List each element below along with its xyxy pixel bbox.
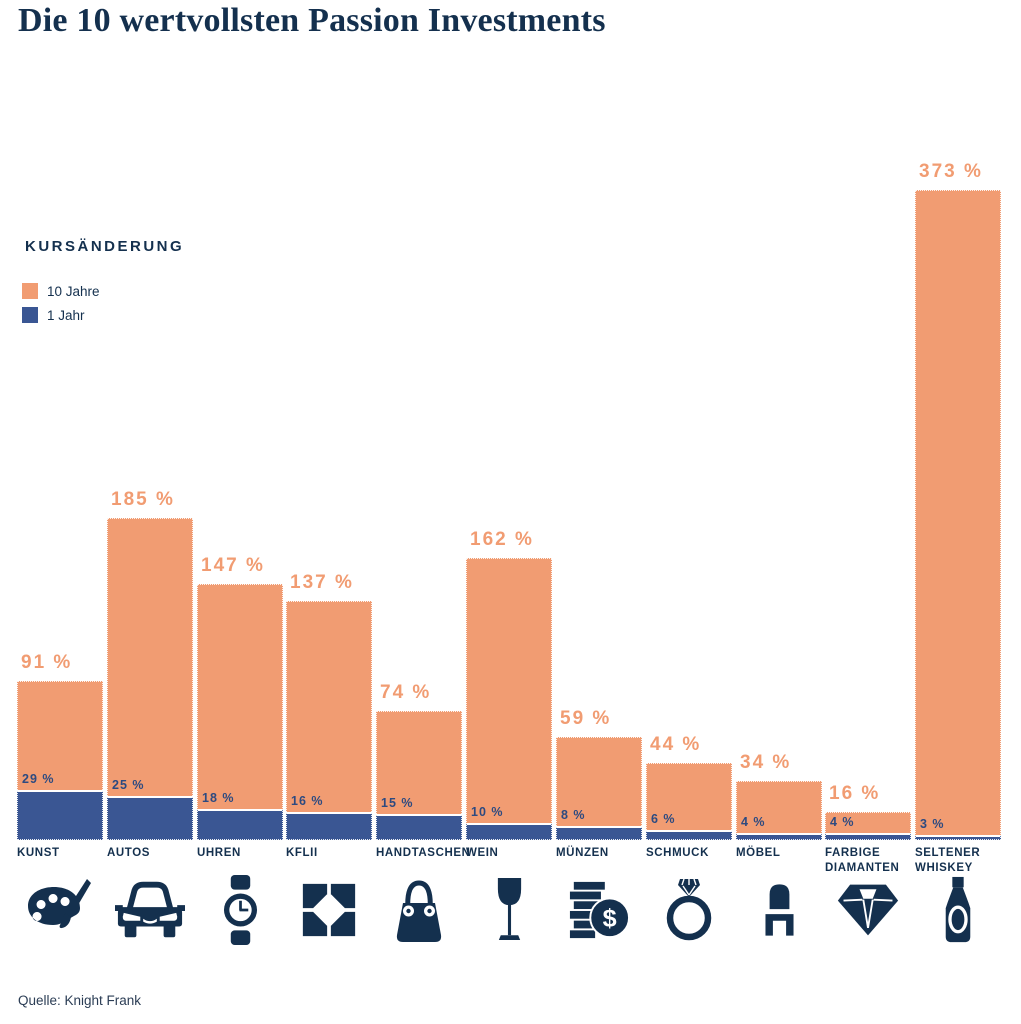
value-label-10-jahre: 91 %	[21, 652, 73, 674]
bar-column: 373 % 3 % SELTENER WHISKEY	[915, 161, 1001, 943]
value-label-1-jahr: 15 %	[381, 795, 414, 810]
legend-swatch-10-jahre	[22, 283, 38, 299]
bar-1-jahr	[107, 796, 193, 840]
kflii-pattern-icon	[286, 874, 372, 946]
bar-10-jahre	[556, 737, 642, 840]
watch-icon	[197, 874, 283, 946]
legend-label: 10 Jahre	[47, 283, 100, 299]
value-label-1-jahr: 4 %	[741, 815, 766, 829]
value-label-10-jahre: 137 %	[290, 572, 354, 594]
bar-column: 137 % 16 % KFLII	[286, 190, 372, 937]
bar-1-jahr	[736, 833, 822, 840]
category-label: WEIN	[466, 847, 499, 859]
bar-column: 16 % 4 % FARBIGE DIAMANTEN	[825, 190, 911, 936]
bar-10-jahre	[107, 517, 193, 840]
bar-column: 59 % 8 % MÜNZEN $	[556, 190, 642, 939]
palette-icon	[17, 874, 103, 946]
legend: KURSÄNDERUNG 10 Jahre 1 Jahr	[22, 238, 184, 331]
legend-item-1-jahr: 1 Jahr	[22, 307, 184, 323]
whiskey-bottle-icon	[915, 874, 1001, 946]
category-label: MÖBEL	[736, 847, 781, 859]
legend-title: KURSÄNDERUNG	[25, 238, 185, 255]
value-label-1-jahr: 16 %	[291, 794, 324, 809]
bar-1-jahr	[915, 834, 1001, 840]
bar-10-jahre	[466, 557, 552, 840]
diamond-icon	[825, 874, 911, 946]
legend-item-10-jahre: 10 Jahre	[22, 283, 184, 299]
bar-1-jahr	[197, 808, 283, 840]
bar-column: 147 % 18 % UHREN	[197, 190, 283, 945]
bar-1-jahr	[376, 813, 462, 840]
category-label: AUTOS	[107, 847, 151, 859]
bar-column: 162 % 10 % WEIN	[466, 190, 552, 941]
category-label: KUNST	[17, 847, 60, 859]
bar-1-jahr	[825, 833, 911, 840]
bar-10-jahre	[736, 780, 822, 840]
bar-column: 91 % 29 % KUNST	[17, 190, 103, 929]
bar-1-jahr	[466, 822, 552, 840]
ring-icon	[646, 874, 732, 946]
value-label-1-jahr: 4 %	[830, 815, 855, 829]
source-note: Quelle: Knight Frank	[18, 993, 142, 1008]
coins-icon: $	[556, 874, 642, 946]
bar-column: 74 % 15 % HANDTASCHEN	[376, 190, 470, 942]
legend-swatch-1-jahr	[22, 307, 38, 323]
category-label: KFLII	[286, 847, 318, 859]
category-label: HANDTASCHEN	[376, 847, 471, 859]
category-label: MÜNZEN	[556, 847, 609, 859]
value-label-1-jahr: 29 %	[22, 771, 55, 786]
category-label: SCHMUCK	[646, 847, 709, 859]
chair-icon	[736, 874, 822, 946]
page-title: Die 10 wertvollsten Passion Investments	[18, 2, 606, 39]
bar-column: 44 % 6 % SCHMUCK	[646, 190, 732, 941]
value-label-10-jahre: 147 %	[201, 554, 265, 576]
value-label-1-jahr: 6 %	[651, 811, 676, 826]
value-label-10-jahre: 185 %	[111, 488, 175, 510]
bar-1-jahr	[286, 812, 372, 840]
category-label: UHREN	[197, 847, 241, 859]
value-label-10-jahre: 373 %	[919, 161, 983, 182]
handbag-icon	[376, 874, 462, 946]
bar-10-jahre	[915, 190, 1001, 840]
bar-10-jahre	[646, 763, 732, 840]
bar-chart: 91 % 29 % KUNST 185 % 25 % AUTOS 147 % 18 % UHRE…	[17, 161, 1007, 945]
bar-10-jahre	[197, 583, 283, 840]
category-label: FARBIGE DIAMANTEN	[825, 847, 900, 874]
value-label-10-jahre: 162 %	[470, 528, 534, 550]
value-label-1-jahr: 25 %	[112, 778, 145, 793]
value-label-1-jahr: 8 %	[561, 808, 586, 823]
value-label-10-jahre: 34 %	[740, 751, 792, 773]
bar-1-jahr	[556, 826, 642, 840]
value-label-10-jahre: 59 %	[560, 708, 612, 730]
wine-glass-icon	[466, 874, 552, 946]
bar-1-jahr	[646, 829, 732, 840]
value-label-1-jahr: 3 %	[920, 816, 945, 831]
value-label-10-jahre: 74 %	[380, 682, 432, 703]
legend-label: 1 Jahr	[47, 307, 85, 323]
value-label-10-jahre: 16 %	[829, 783, 881, 805]
value-label-10-jahre: 44 %	[650, 734, 702, 756]
bar-column: 34 % 4 % MÖBEL	[736, 190, 822, 936]
value-label-1-jahr: 18 %	[202, 790, 235, 805]
svg-text:$: $	[603, 904, 617, 932]
car-icon	[107, 874, 193, 946]
bar-column: 185 % 25 % AUTOS	[107, 190, 193, 938]
category-label: SELTENER WHISKEY	[915, 847, 981, 874]
bar-1-jahr	[17, 789, 103, 840]
value-label-1-jahr: 10 %	[471, 804, 504, 819]
